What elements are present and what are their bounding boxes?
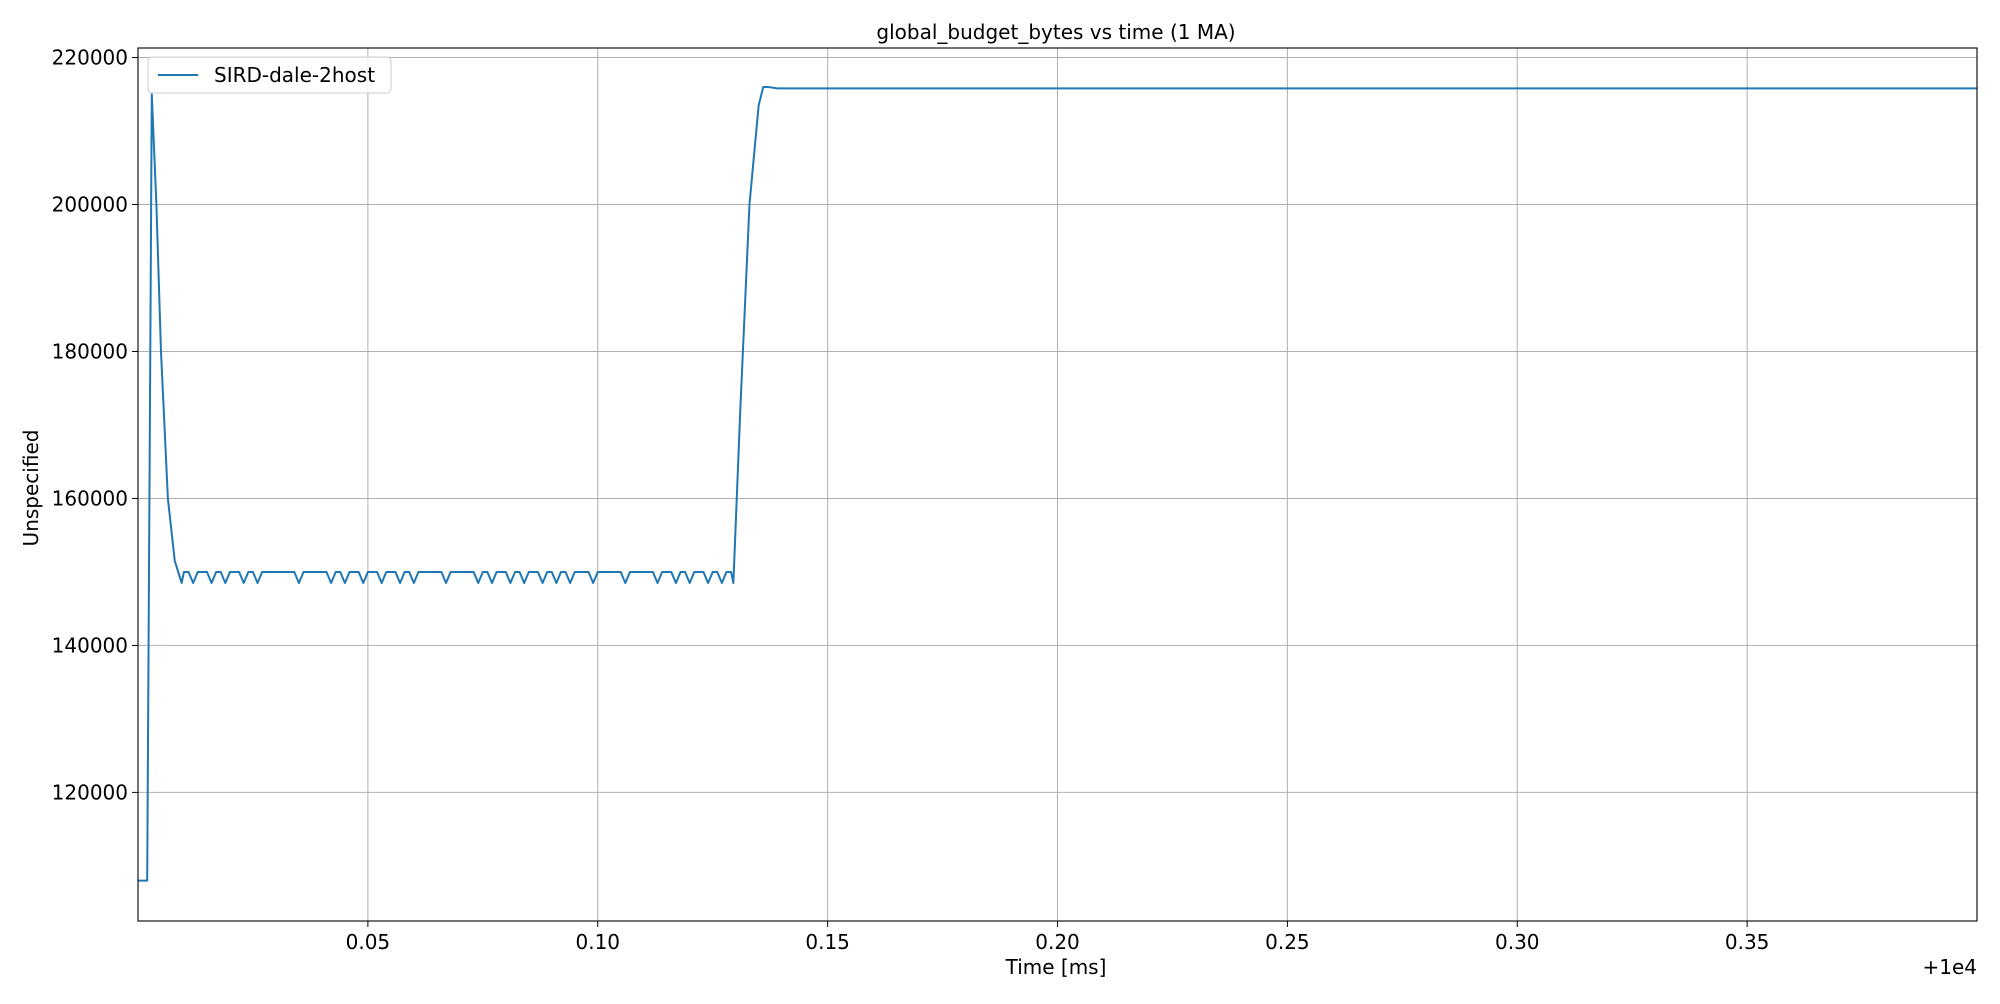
legend: SIRD-dale-2host — [147, 56, 392, 94]
y-tick-label: 220000 — [52, 46, 128, 70]
chart-title: global_budget_bytes vs time (1 MA) — [876, 20, 1235, 44]
x-tick-label: 0.20 — [1035, 930, 1080, 954]
x-tick-label: 0.35 — [1725, 930, 1770, 954]
y-tick-label: 200000 — [52, 193, 128, 217]
legend-label: SIRD-dale-2host — [214, 63, 375, 87]
y-tick-label: 160000 — [52, 486, 128, 510]
y-axis-label: Unspecified — [19, 430, 43, 547]
grid-lines — [138, 48, 1977, 921]
y-tick-label: 140000 — [52, 633, 128, 657]
legend-box — [147, 56, 392, 94]
x-tick-label: 0.15 — [805, 930, 850, 954]
x-axis-offset-label: +1e4 — [1922, 955, 1977, 979]
series-layer — [138, 85, 1977, 882]
x-tick-label: 0.05 — [346, 930, 391, 954]
y-tick-label: 120000 — [52, 780, 128, 804]
x-axis-label: Time [ms] — [1005, 955, 1107, 979]
y-tick-label: 180000 — [52, 339, 128, 363]
series-line — [138, 85, 1977, 882]
x-tick-label: 0.25 — [1265, 930, 1310, 954]
x-tick-label: 0.30 — [1495, 930, 1540, 954]
x-tick-label: 0.10 — [575, 930, 620, 954]
axis-ticks: 0.05 0.10 0.15 0.20 0.25 0.30 0.35 120000 140000… — [52, 46, 1770, 954]
